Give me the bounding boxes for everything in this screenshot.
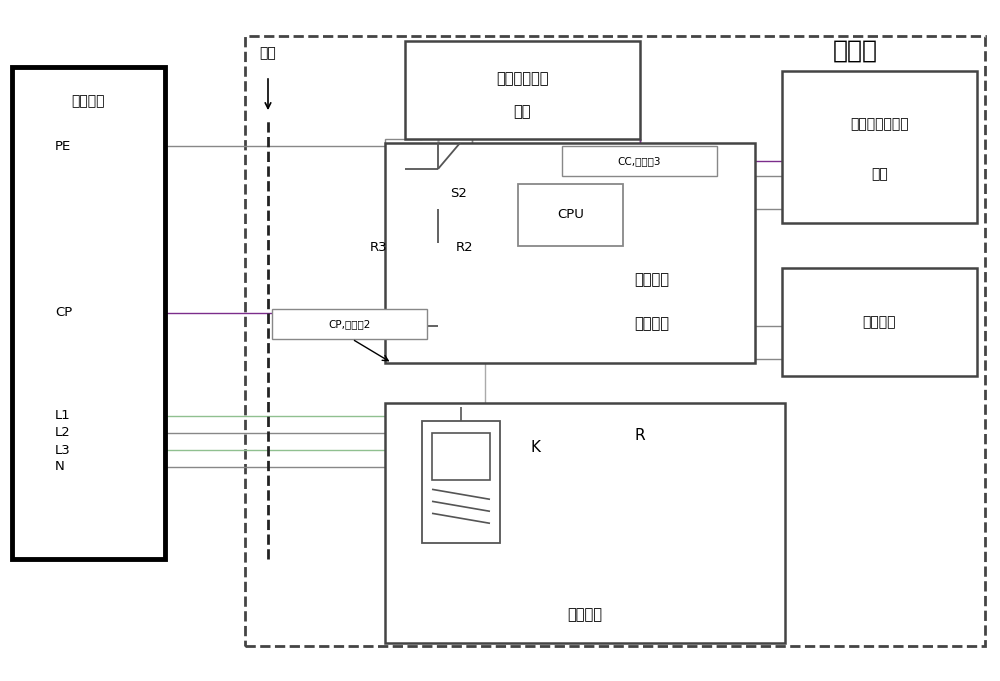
Bar xyxy=(782,71,977,223)
Text: 车辆充电: 车辆充电 xyxy=(634,272,669,287)
Bar xyxy=(245,36,985,646)
Text: 通信接口: 通信接口 xyxy=(863,315,896,329)
Text: 电缆: 电缆 xyxy=(260,46,276,60)
Text: CP,检测点2: CP,检测点2 xyxy=(328,319,371,329)
Text: 装置: 装置 xyxy=(871,168,888,181)
Bar xyxy=(432,433,490,479)
Text: L3: L3 xyxy=(55,443,71,456)
Text: R3: R3 xyxy=(369,241,387,254)
Bar xyxy=(12,67,165,559)
Text: 装置: 装置 xyxy=(514,104,531,119)
Text: R: R xyxy=(635,428,645,443)
Text: PE: PE xyxy=(55,140,71,153)
Text: S2: S2 xyxy=(450,187,467,200)
Bar xyxy=(422,421,500,543)
Text: 控制器: 控制器 xyxy=(833,39,878,63)
Bar xyxy=(385,403,785,643)
Text: L1: L1 xyxy=(55,409,71,422)
Bar xyxy=(782,268,977,376)
Text: 控制装置: 控制装置 xyxy=(634,316,669,331)
Bar xyxy=(518,184,623,246)
Text: 显示与人机交互: 显示与人机交互 xyxy=(850,117,909,131)
Bar xyxy=(385,143,755,363)
Text: CPU: CPU xyxy=(557,208,584,221)
Text: CP: CP xyxy=(55,306,72,319)
Text: L2: L2 xyxy=(55,426,71,439)
Text: 供电插头: 供电插头 xyxy=(71,94,105,108)
Text: CC,检测点3: CC,检测点3 xyxy=(618,156,661,166)
Bar xyxy=(272,309,427,339)
Text: K: K xyxy=(530,441,540,456)
Text: N: N xyxy=(55,460,65,473)
Bar xyxy=(562,146,717,176)
Text: 电缆规格设置: 电缆规格设置 xyxy=(496,71,549,86)
Text: 模拟负载: 模拟负载 xyxy=(568,607,602,622)
Text: R2: R2 xyxy=(456,241,474,254)
Bar xyxy=(405,41,640,139)
